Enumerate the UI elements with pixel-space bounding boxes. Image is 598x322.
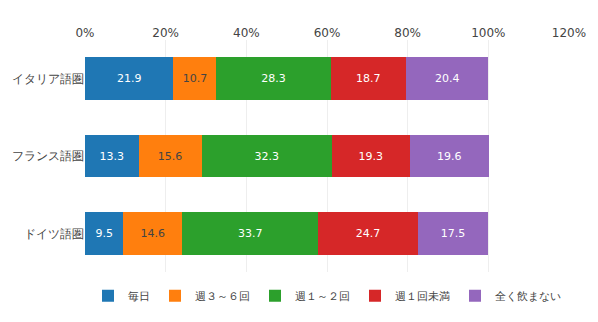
svg-text:32.3: 32.3 [254,150,279,163]
svg-text:13.3: 13.3 [100,150,125,163]
svg-text:毎日: 毎日 [128,290,150,303]
svg-text:20.4: 20.4 [435,72,460,85]
svg-text:60%: 60% [314,26,341,40]
svg-text:28.3: 28.3 [261,72,286,85]
svg-text:33.7: 33.7 [238,227,262,240]
svg-text:週１～２回: 週１～２回 [295,290,350,303]
svg-text:9.5: 9.5 [95,227,113,240]
svg-text:17.5: 17.5 [441,227,466,240]
svg-text:イタリア語圏: イタリア語圏 [12,72,84,86]
svg-text:ドイツ語圏: ドイツ語圏 [24,227,84,241]
svg-text:100%: 100% [471,26,505,40]
svg-text:24.7: 24.7 [356,227,381,240]
svg-text:14.6: 14.6 [141,227,166,240]
svg-text:40%: 40% [233,26,260,40]
svg-text:0%: 0% [75,26,94,40]
svg-text:18.7: 18.7 [356,72,381,85]
svg-text:10.7: 10.7 [183,72,208,85]
svg-text:120%: 120% [552,26,586,40]
svg-text:20%: 20% [152,26,179,40]
svg-text:全く飲まない: 全く飲まない [495,290,561,303]
svg-text:19.3: 19.3 [359,150,384,163]
svg-text:週３～６回: 週３～６回 [195,290,250,303]
svg-text:フランス語圏: フランス語圏 [12,149,84,163]
svg-text:15.6: 15.6 [158,150,183,163]
svg-text:21.9: 21.9 [117,72,142,85]
svg-text:週１回未満: 週１回未満 [395,290,450,303]
svg-text:80%: 80% [394,26,421,40]
svg-text:19.6: 19.6 [437,150,462,163]
